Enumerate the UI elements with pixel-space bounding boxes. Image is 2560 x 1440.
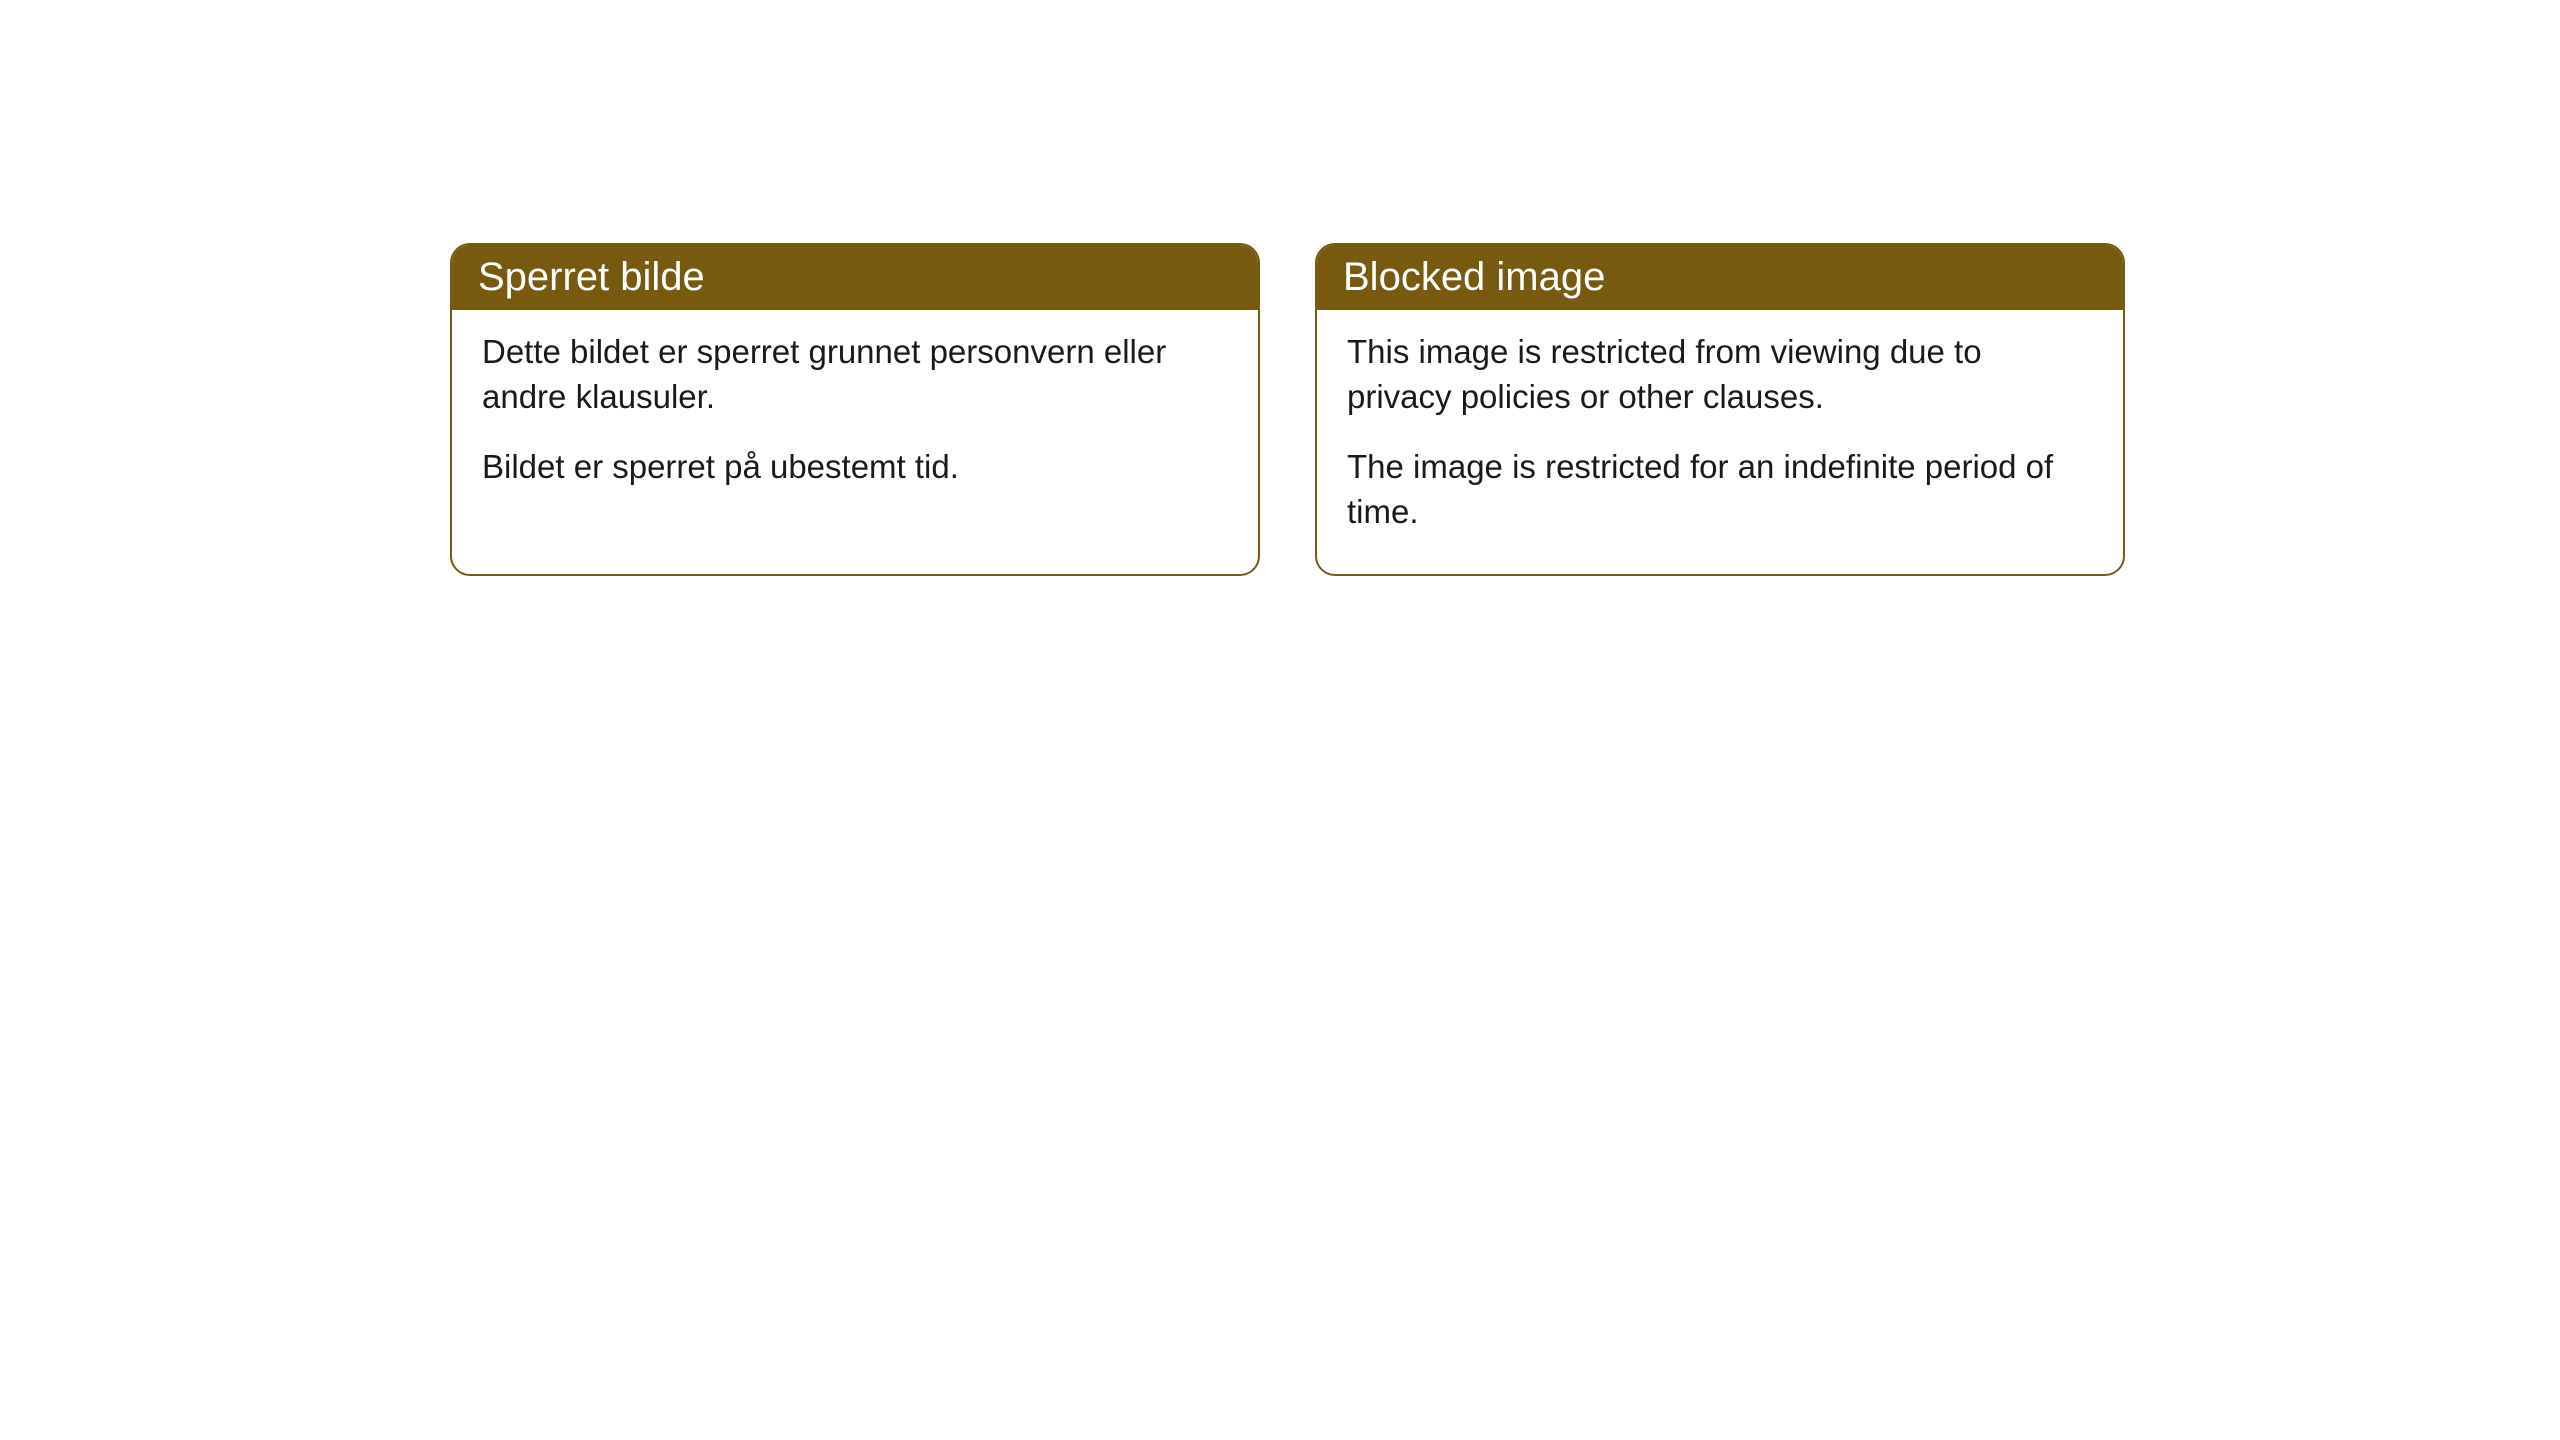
blocked-image-card-en: Blocked image This image is restricted f… bbox=[1315, 243, 2125, 576]
card-body-no: Dette bildet er sperret grunnet personve… bbox=[452, 310, 1258, 530]
blocked-image-card-no: Sperret bilde Dette bildet er sperret gr… bbox=[450, 243, 1260, 576]
card-header-en: Blocked image bbox=[1317, 245, 2123, 310]
notice-text-no-2: Bildet er sperret på ubestemt tid. bbox=[482, 445, 1228, 490]
notice-text-no-1: Dette bildet er sperret grunnet personve… bbox=[482, 330, 1228, 419]
card-body-en: This image is restricted from viewing du… bbox=[1317, 310, 2123, 574]
notice-text-en-1: This image is restricted from viewing du… bbox=[1347, 330, 2093, 419]
notice-cards-container: Sperret bilde Dette bildet er sperret gr… bbox=[450, 243, 2125, 576]
card-header-no: Sperret bilde bbox=[452, 245, 1258, 310]
notice-text-en-2: The image is restricted for an indefinit… bbox=[1347, 445, 2093, 534]
